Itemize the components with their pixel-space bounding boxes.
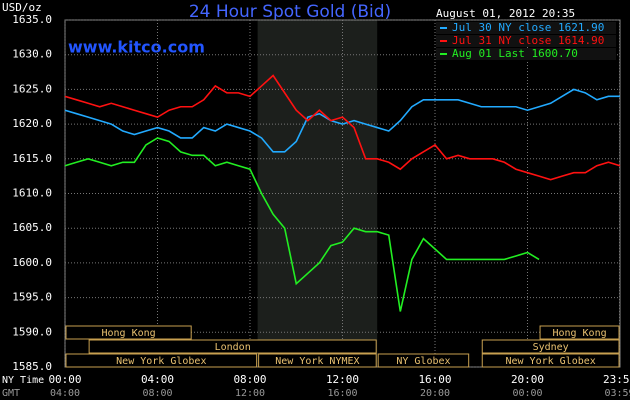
timestamp: August 01, 2012 20:35 bbox=[436, 7, 575, 20]
session-bar bbox=[258, 353, 377, 368]
x2-tick-label: 03:59 bbox=[604, 388, 630, 399]
session-label: Hong Kong bbox=[552, 328, 606, 339]
series-line bbox=[64, 88, 620, 153]
legend-label: Jul 31 NY close 1614.90 bbox=[452, 34, 604, 47]
x2-axis-label: GMT bbox=[2, 388, 20, 399]
y-tick-label: 1625.0 bbox=[12, 82, 52, 95]
legend-label: Jul 30 NY close 1621.90 bbox=[452, 21, 604, 34]
x-tick-label: 23:59 bbox=[603, 373, 630, 386]
legend-box bbox=[436, 22, 616, 34]
legend-label: Aug 01 Last 1600.70 bbox=[452, 47, 578, 60]
session-label: Hong Kong bbox=[102, 328, 156, 339]
session-bar bbox=[481, 353, 620, 368]
y-tick-label: 1620.0 bbox=[12, 117, 52, 130]
x-tick-label: 08:00 bbox=[233, 373, 266, 386]
website: www.kitco.com bbox=[68, 38, 205, 57]
session-label: New York Globex bbox=[116, 356, 206, 367]
y-tick-label: 1590.0 bbox=[12, 325, 52, 338]
x2-tick-label: 08:00 bbox=[142, 388, 172, 399]
session-label: Sydney bbox=[533, 342, 569, 353]
y-axis-label: USD/oz bbox=[2, 1, 42, 14]
session-bar bbox=[481, 339, 620, 354]
x2-tick-label: 20:00 bbox=[420, 388, 450, 399]
x-tick-label: 12:00 bbox=[326, 373, 359, 386]
y-tick-label: 1630.0 bbox=[12, 48, 52, 61]
x-tick-label: 20:00 bbox=[511, 373, 544, 386]
y-tick-label: 1635.0 bbox=[12, 13, 52, 26]
session-label: New York NYMEX bbox=[275, 356, 359, 367]
y-tick-label: 1610.0 bbox=[12, 187, 52, 200]
y-tick-label: 1595.0 bbox=[12, 291, 52, 304]
session-bar bbox=[88, 339, 377, 354]
x-axis-label: NY Time bbox=[2, 375, 44, 386]
session-label: NY Globex bbox=[396, 356, 450, 367]
legend-box bbox=[436, 35, 616, 47]
x2-tick-label: 16:00 bbox=[327, 388, 357, 399]
y-tick-label: 1585.0 bbox=[12, 360, 52, 373]
x2-tick-label: 04:00 bbox=[50, 388, 80, 399]
session-bar bbox=[65, 353, 258, 368]
legend-box bbox=[436, 48, 616, 60]
x2-tick-label: 00:00 bbox=[512, 388, 542, 399]
session-label: London bbox=[215, 342, 251, 353]
session-bar bbox=[539, 325, 620, 340]
series-line bbox=[64, 74, 621, 181]
x-tick-label: 00:00 bbox=[48, 373, 81, 386]
x-tick-label: 16:00 bbox=[418, 373, 451, 386]
session-bar bbox=[65, 325, 192, 340]
y-tick-label: 1605.0 bbox=[12, 221, 52, 234]
x-tick-label: 04:00 bbox=[141, 373, 174, 386]
chart-title: 24 Hour Spot Gold (Bid) bbox=[189, 2, 391, 22]
y-tick-label: 1600.0 bbox=[12, 256, 52, 269]
session-bar bbox=[377, 353, 470, 368]
x2-tick-label: 12:00 bbox=[235, 388, 265, 399]
y-tick-label: 1615.0 bbox=[12, 152, 52, 165]
session-label: New York Globex bbox=[505, 356, 595, 367]
series-line bbox=[64, 137, 540, 312]
